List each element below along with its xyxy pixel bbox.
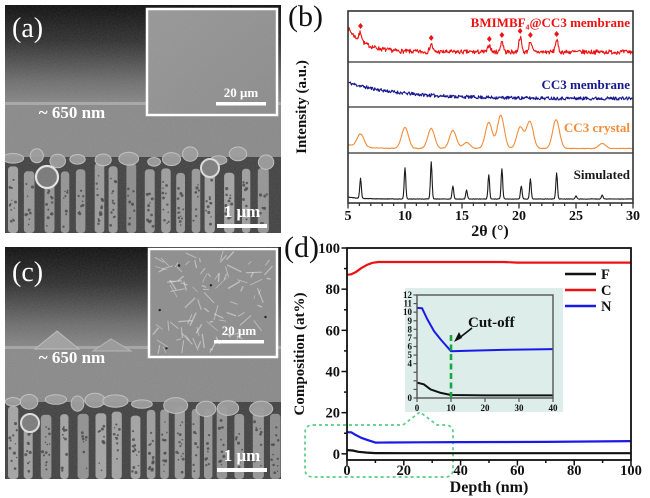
xps-inset-x-tick-label: 30 [515,403,525,413]
cutoff-label: Cut-off [468,315,516,331]
xps-legend-label-F: F [601,267,610,283]
xps-inset-y-tick-label: 11 [403,299,412,309]
panel-a-label: (a) [12,13,43,44]
cutoff-arrowhead [454,332,462,342]
xrd-trace-2 [347,81,634,101]
xrd-traces [347,23,634,200]
sem-c-thickness-label: ~ 650 nm [39,348,105,367]
xps-trace-C [346,260,631,276]
xrd-trace-3 [347,114,634,150]
xps-inset-y-tick-label: 8 [408,324,413,334]
xps-inset-y-tick-label: 0 [408,393,413,403]
xps-inset-y-tick-label: 9 [408,316,413,326]
sem-image-panel-c: 20 μm (c) ~ 650 nm 1 μm [5,247,281,479]
xps-y-tick-label: 0 [333,447,340,463]
xrd-y-axis-label: Intensity (a.u.) [294,60,310,154]
xps-legend-label-N: N [601,299,612,315]
xrd-series-label: CC3 crystal [564,120,630,135]
xps-x-tick-label: 20 [397,463,412,479]
xps-inset-x-tick-label: 40 [549,403,559,413]
xrd-x-tick-label: 5 [345,209,352,224]
xps-inset-y-tick-label: 6 [408,342,413,352]
xps-depth-chart: Composition (at%) 0 20 40 60 80 1000204060801… [292,241,642,496]
xrd-trace-4 [347,161,634,200]
xps-inset-x-tick-label: 10 [447,403,457,413]
xps-plot-frame [346,247,632,461]
xps-trace-N [346,431,632,444]
sem-c-scalebar [217,468,267,472]
xrd-axes: 5 10 15 20 25 30 [345,203,640,224]
xps-x-tick-label: 100 [620,463,642,479]
xps-x-tick-label: 60 [510,463,525,479]
sem-a-inset-scalebar-label: 20 μm [224,85,259,100]
sem-image-panel-a: 20 μm (a) ~ 650 nm 1 μm [5,5,281,233]
xps-traces [346,260,632,455]
sem-c-inset-scalebar [214,340,264,344]
xrd-x-tick-label: 10 [398,209,412,224]
xrd-trace-1 [347,27,634,55]
xps-y-tick-label: 20 [326,406,341,422]
xps-inset-y-tick-label: 12 [403,290,413,300]
panel-c-label: (c) [12,257,43,288]
xps-inset-y-tick-label: 4 [408,359,413,369]
sem-c-inset: 20 μm [147,247,279,359]
xrd-x-tick-label: 30 [626,209,640,224]
xrd-x-tick-label: 15 [455,209,469,224]
panel-d-label: (d) [284,231,319,264]
xps-trace-F [346,449,631,455]
xps-y-tick-label: 100 [318,241,340,257]
xps-x-tick-label: 80 [567,463,582,479]
xps-legend: FCN [565,267,612,315]
xrd-series-label: CC3 membrane [542,77,631,92]
xps-y-tick-label: 80 [326,282,341,298]
sem-a-inset: 20 μm [145,7,279,117]
xps-x-axis-label: Depth (nm) [450,479,529,496]
xps-inset-y-tick-label: 7 [408,333,413,343]
xps-inset-y-tick-label: 5 [408,350,413,360]
sem-c-scalebar-label: 1 μm [224,446,261,465]
xps-zoom-region-box [304,411,454,478]
xps-inset-x-tick-label: 20 [481,403,491,413]
sem-a-thickness-label: ~ 650 nm [39,103,105,122]
xps-inset-x-tick-label: 0 [415,403,420,413]
xrd-x-tick-label: 20 [512,209,526,224]
xps-y-tick-label: 40 [326,364,341,380]
xrd-series-label: Simulated [574,167,631,182]
xrd-x-tick-label: 25 [569,209,583,224]
xrd-series-labels: BMIMBF₄@CC3 membrane CC3 membrane CC3 crys… [471,15,631,182]
sem-a-inset-scalebar [216,102,266,106]
xps-inset-frame [416,294,554,399]
xps-y-axis-label: Composition (at%) [292,293,308,416]
xps-x-tick-label: 40 [453,463,468,479]
xps-x-tick-label: 0 [343,463,350,479]
sem-c-inset-scalebar-label: 20 μm [222,323,257,338]
panel-b-label: (b) [288,0,323,33]
xps-inset-traces [416,306,554,397]
sem-a-scalebar-label: 1 μm [224,202,261,221]
xps-inset-trace-N [416,306,554,353]
xrd-series-label: BMIMBF₄@CC3 membrane [471,15,631,30]
xrd-chart: Intensity (a.u.) 5 10 15 20 25 30 BMIMBF₄@CC3… [294,10,640,240]
xps-y-tick-label: 60 [326,323,341,339]
sem-a-scalebar [217,224,267,228]
xps-legend-label-C: C [601,283,611,299]
xps-inset-y-tick-label: 10 [403,307,413,317]
xrd-x-axis-label: 2θ (°) [471,223,508,240]
xps-inset-trace-F [416,381,553,397]
